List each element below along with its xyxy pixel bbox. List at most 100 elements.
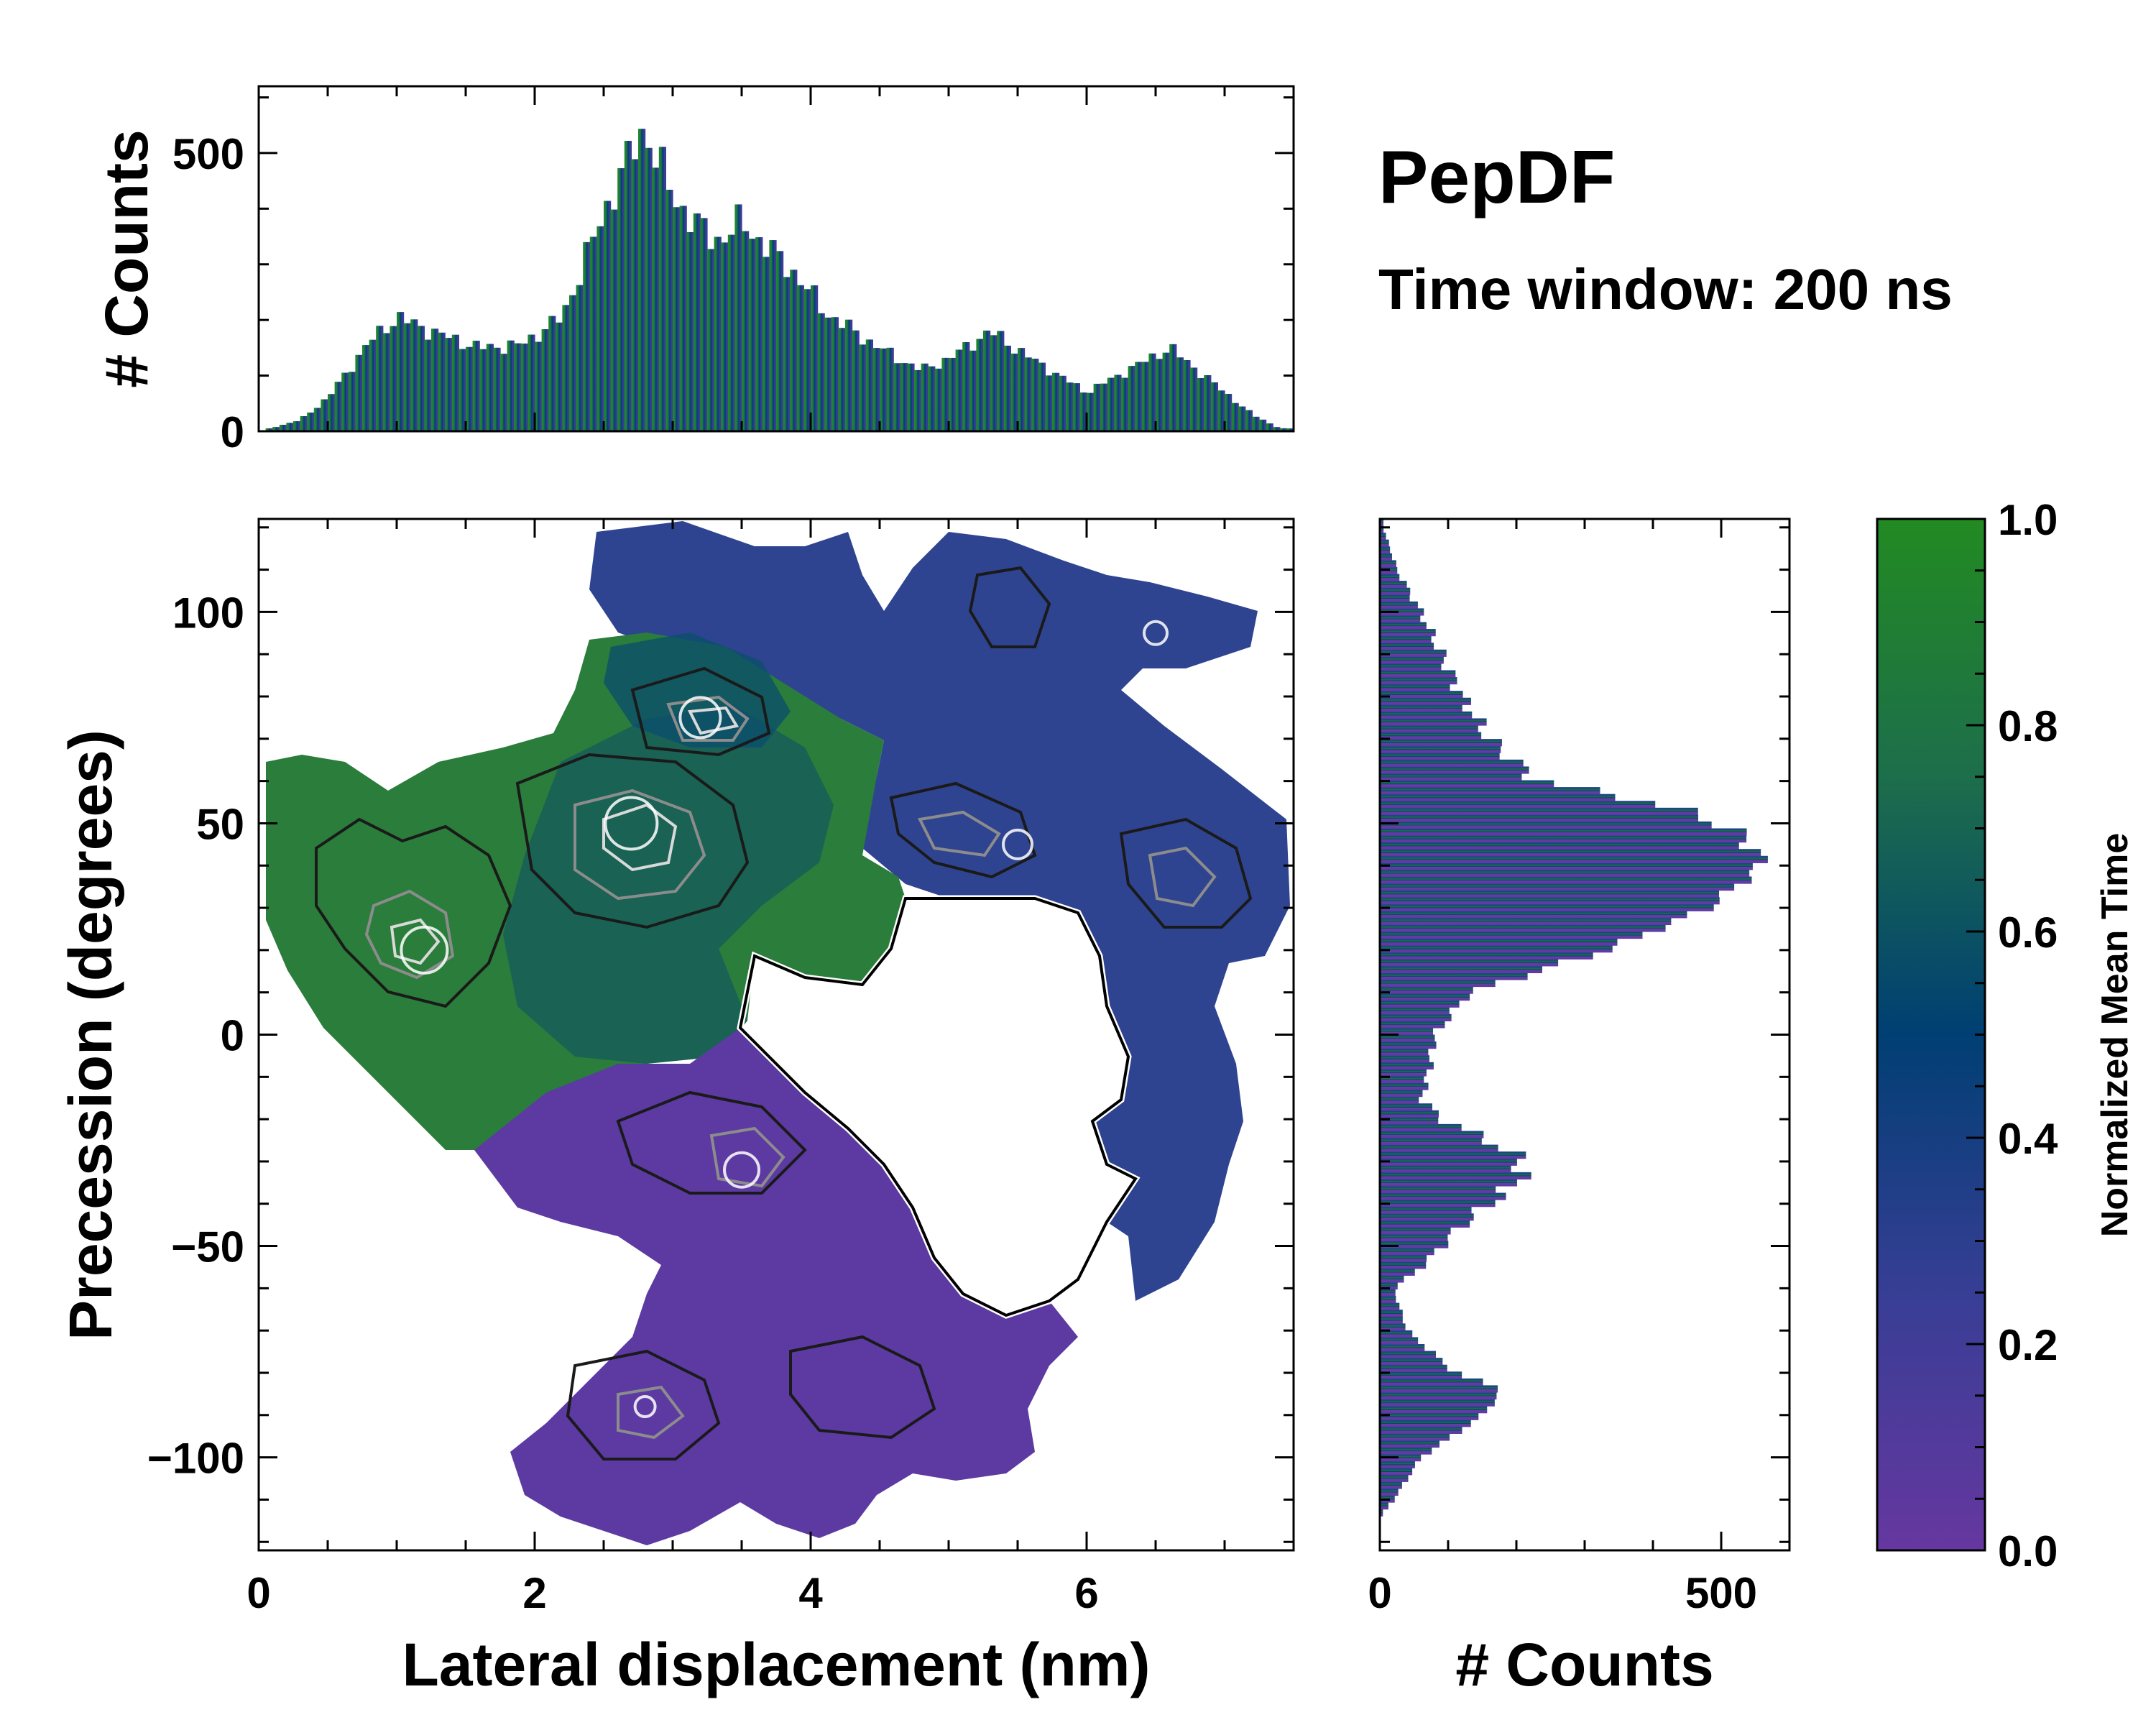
colorbar-tick-label: 0.4 bbox=[1998, 1115, 2058, 1163]
top-histogram-bar bbox=[665, 189, 673, 431]
right-histogram-bar bbox=[1380, 1364, 1447, 1372]
top-histogram-bar bbox=[1252, 416, 1260, 431]
top-histogram-bar bbox=[811, 285, 819, 431]
right-histogram-bar bbox=[1380, 1447, 1432, 1455]
right-histogram-bar bbox=[1380, 753, 1500, 760]
right-histogram-bar bbox=[1380, 601, 1418, 609]
heatmap-regions bbox=[266, 521, 1290, 1545]
right-histogram-bar bbox=[1380, 670, 1456, 678]
main-xtick-label: 4 bbox=[798, 1569, 823, 1617]
right-histogram-bar bbox=[1380, 1021, 1445, 1029]
right-histogram-bar bbox=[1380, 972, 1528, 980]
top-histogram-bar bbox=[410, 319, 418, 431]
right-histogram-bar bbox=[1380, 1185, 1496, 1194]
right-histogram-bar bbox=[1380, 1378, 1483, 1386]
right-histogram-bar bbox=[1380, 1110, 1439, 1118]
top-histogram-bar bbox=[796, 285, 804, 431]
top-histogram-bar bbox=[1079, 392, 1087, 431]
right-histogram-bar bbox=[1380, 979, 1496, 988]
colorbar-gradient bbox=[1877, 519, 1985, 1550]
top-histogram-bar bbox=[624, 140, 632, 431]
top-plot-frame bbox=[257, 85, 1295, 433]
top-histogram-bar bbox=[1245, 410, 1253, 431]
top-histogram-bar bbox=[286, 423, 294, 431]
top-histogram-bar bbox=[1128, 366, 1135, 431]
right-histogram-bar bbox=[1380, 649, 1447, 657]
top-histogram-bar bbox=[438, 332, 446, 431]
right-histogram-bar bbox=[1380, 1282, 1398, 1290]
density-peak-marker bbox=[1002, 828, 1033, 860]
figure-title: PepDF bbox=[1378, 136, 1615, 219]
top-histogram-bar bbox=[355, 354, 363, 431]
right-histogram-bar bbox=[1380, 1206, 1472, 1214]
right-histogram-bar bbox=[1380, 1502, 1388, 1510]
top-histogram-panel: 0 500 # Counts bbox=[93, 85, 1295, 456]
top-histogram-bar bbox=[1100, 383, 1108, 431]
right-histogram-bar bbox=[1380, 1220, 1470, 1228]
top-histogram-bar bbox=[1217, 390, 1225, 431]
right-histogram-bar bbox=[1380, 1330, 1413, 1338]
top-histogram-bar bbox=[424, 339, 432, 431]
top-histogram-bar bbox=[1148, 353, 1156, 431]
right-histogram-bar bbox=[1380, 691, 1463, 699]
colorbar-tick-label: 0.0 bbox=[1998, 1527, 2058, 1576]
right-histogram-bar bbox=[1380, 629, 1436, 637]
top-histogram-bar bbox=[313, 408, 321, 431]
top-histogram-bar bbox=[1059, 375, 1067, 431]
top-histogram-bar bbox=[955, 349, 963, 431]
top-histogram-bar bbox=[658, 147, 666, 431]
top-histogram-bar bbox=[707, 249, 715, 431]
top-histogram-bar bbox=[734, 204, 742, 431]
right-histogram-bar bbox=[1380, 1337, 1419, 1345]
right-histogram-bar bbox=[1380, 1179, 1517, 1187]
right-histogram-bar bbox=[1380, 924, 1666, 932]
top-histogram-bar bbox=[755, 237, 763, 431]
top-histogram-bar bbox=[589, 236, 597, 431]
right-histogram-bar bbox=[1380, 1433, 1450, 1441]
right-histogram-bar bbox=[1380, 1399, 1495, 1407]
right-histogram-bar bbox=[1380, 911, 1687, 919]
top-histogram-bar bbox=[362, 345, 370, 431]
right-histogram-bar bbox=[1380, 718, 1487, 726]
top-histogram-bar bbox=[535, 341, 543, 431]
top-histogram-bar bbox=[962, 342, 970, 431]
top-histogram-bar bbox=[1018, 348, 1026, 431]
right-histogram-bar bbox=[1380, 1007, 1450, 1015]
right-histogram-bar bbox=[1380, 1200, 1496, 1208]
top-histogram-bar bbox=[493, 347, 501, 431]
top-histogram-bar bbox=[949, 357, 957, 431]
right-histogram-bar bbox=[1380, 533, 1386, 540]
right-histogram-bar bbox=[1380, 1261, 1427, 1269]
right-histogram-bar bbox=[1380, 697, 1471, 705]
top-histogram-bar bbox=[859, 344, 867, 431]
top-histogram-bar bbox=[1190, 367, 1198, 431]
right-histogram-bar bbox=[1380, 684, 1450, 691]
top-histogram-bar bbox=[472, 341, 480, 431]
right-histogram-bar bbox=[1380, 801, 1656, 809]
right-histogram-bar bbox=[1380, 1426, 1462, 1434]
right-histogram-bar bbox=[1380, 581, 1407, 589]
top-histogram-bar bbox=[562, 305, 570, 431]
right-histogram-bar bbox=[1380, 1123, 1462, 1132]
top-histogram-bar bbox=[1093, 383, 1101, 431]
top-histogram-bar bbox=[900, 363, 908, 431]
right-xtick-label: 0 bbox=[1368, 1569, 1391, 1617]
right-histogram-bar bbox=[1380, 1013, 1452, 1021]
top-histogram-bar bbox=[604, 201, 612, 431]
right-histogram-bar bbox=[1380, 1165, 1511, 1173]
top-histogram-bar bbox=[548, 316, 556, 431]
top-histogram-bar bbox=[776, 251, 784, 431]
right-histogram-bar bbox=[1380, 794, 1616, 801]
top-ytick-label: 0 bbox=[221, 408, 244, 456]
top-histogram-bar bbox=[831, 317, 839, 431]
colorbar-label: Normalized Mean Time bbox=[2094, 833, 2136, 1238]
top-histogram-bar bbox=[803, 289, 811, 431]
right-histogram-bar bbox=[1380, 1000, 1460, 1008]
right-histogram-bar bbox=[1380, 1275, 1404, 1283]
top-axis-ticks bbox=[257, 86, 1295, 433]
right-histogram-bar bbox=[1380, 1344, 1425, 1352]
top-histogram-bar bbox=[824, 317, 832, 431]
density-peaks-layer bbox=[400, 620, 1169, 1419]
right-histogram-bar bbox=[1380, 1268, 1415, 1276]
right-histogram-bar bbox=[1380, 842, 1739, 850]
